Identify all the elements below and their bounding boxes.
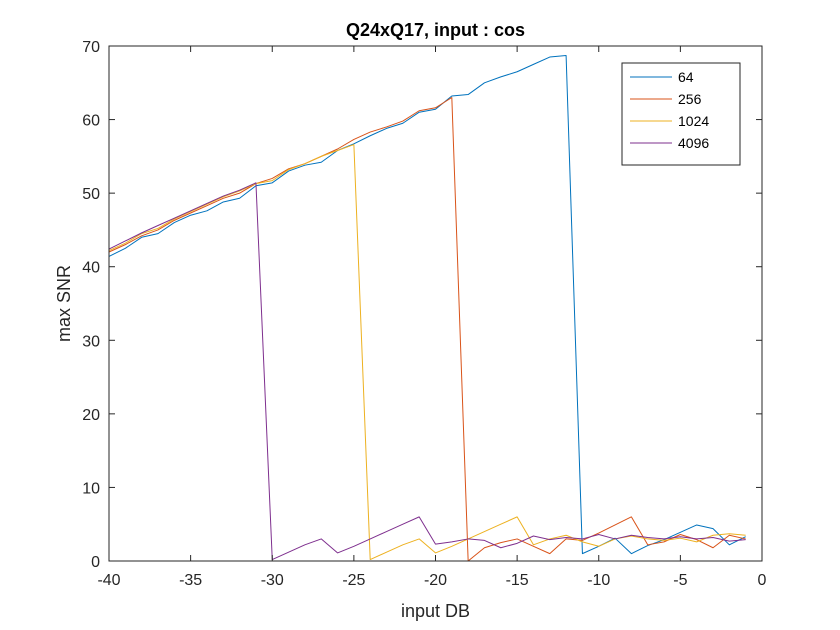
y-tick-label: 10 (82, 480, 100, 497)
series-line-4096 (108, 182, 746, 561)
y-tick-label: 60 (82, 113, 100, 130)
series-line-64 (108, 55, 746, 555)
x-tick-label: -10 (587, 572, 610, 589)
series-layer (108, 55, 746, 562)
series-line-256 (108, 97, 746, 562)
legend-label: 1024 (678, 113, 709, 129)
x-tick-label: -30 (261, 572, 284, 589)
y-tick-label: 50 (82, 186, 100, 203)
y-tick-label: 40 (82, 260, 100, 277)
x-tick-label: -40 (97, 572, 120, 589)
y-tick-label: 0 (91, 554, 100, 571)
chart-title: Q24xQ17, input : cos (346, 20, 525, 40)
legend-label: 64 (678, 69, 694, 85)
x-tick-label: -20 (424, 572, 447, 589)
x-tick-label: -15 (506, 572, 529, 589)
y-tick-label: 70 (82, 39, 100, 56)
legend-label: 256 (678, 91, 702, 107)
x-tick-label: 0 (758, 572, 767, 589)
legend: 64 256 1024 4096 (621, 62, 741, 166)
series-line-1024 (108, 144, 746, 561)
axis-ticks: -40 -35 -30 -25 -20 -15 -10 -5 0 0 10 20 30 40 50 60 70 (82, 39, 766, 589)
x-tick-label: -35 (179, 572, 202, 589)
y-tick-label: 30 (82, 333, 100, 350)
y-axis-label: max SNR (54, 265, 74, 342)
x-tick-label: -5 (673, 572, 687, 589)
legend-box (621, 62, 741, 166)
x-tick-label: -25 (342, 572, 365, 589)
y-tick-label: 20 (82, 407, 100, 424)
legend-label: 4096 (678, 135, 709, 151)
x-axis-label: input DB (401, 601, 470, 621)
